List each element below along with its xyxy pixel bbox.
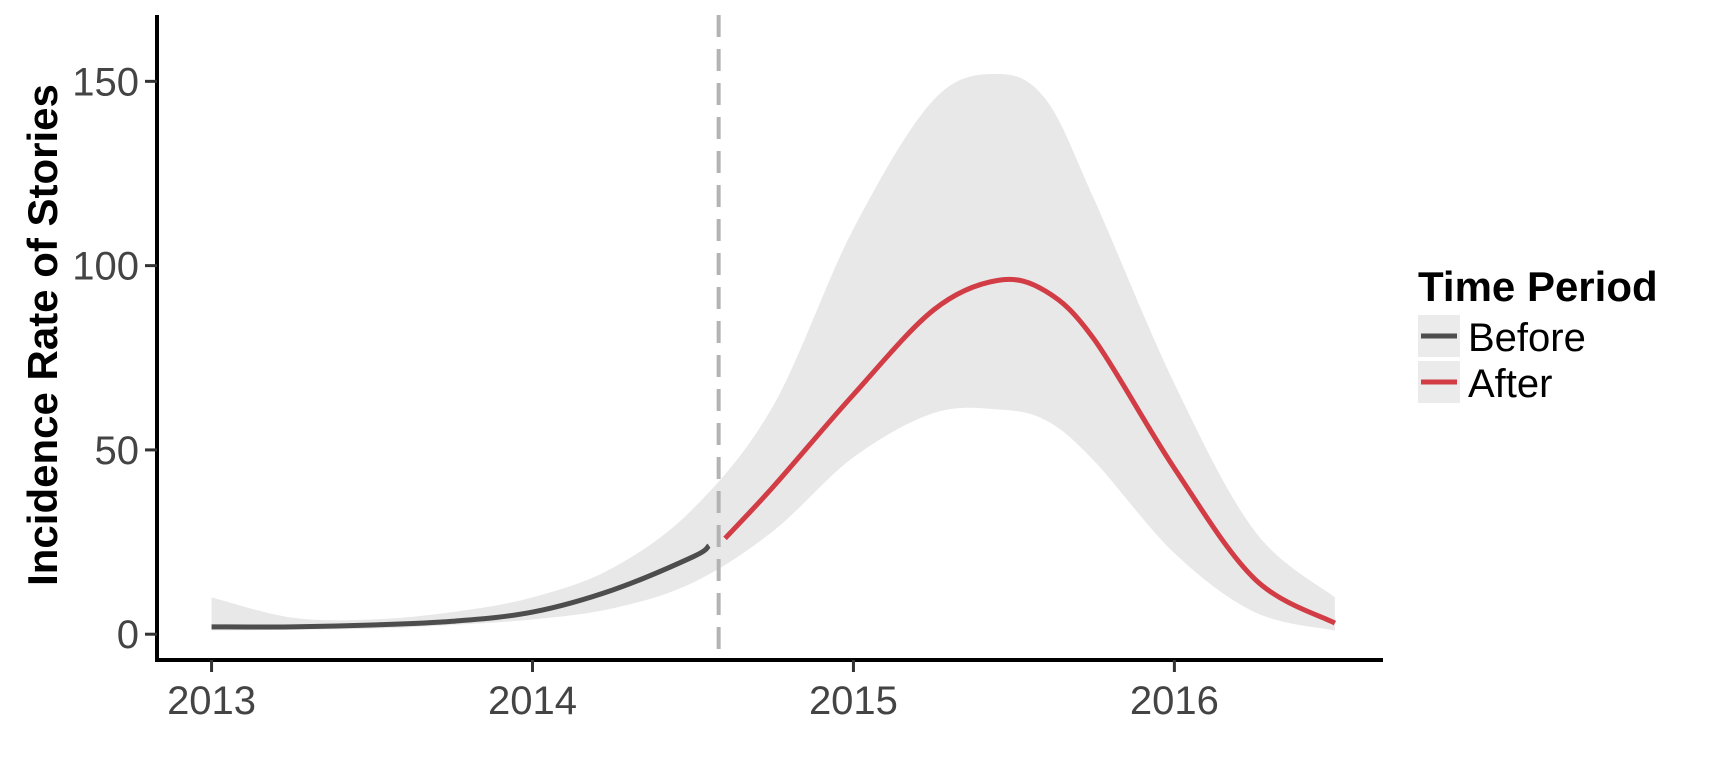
legend: Time Period Before After — [1418, 263, 1658, 406]
x-tick-label-2014: 2014 — [488, 679, 577, 723]
axes-layer — [155, 15, 1383, 662]
x-tick-label-2015: 2015 — [809, 679, 898, 723]
x-tick-label-2016: 2016 — [1130, 679, 1219, 723]
ticks-layer: 0 50 100 150 2013 2014 2015 2016 — [72, 60, 1219, 723]
y-tick-label-150: 150 — [72, 60, 139, 104]
series-line-after — [723, 276, 1337, 626]
y-tick-label-50: 50 — [95, 429, 140, 473]
x-tick-label-2013: 2013 — [167, 679, 256, 723]
y-axis-label: Incidence Rate of Stories — [19, 84, 66, 586]
legend-title: Time Period — [1418, 263, 1658, 310]
y-tick-label-100: 100 — [72, 245, 139, 289]
confidence-band-layer — [211, 73, 1335, 631]
legend-label-after: After — [1468, 362, 1552, 406]
y-tick-label-0: 0 — [117, 613, 139, 657]
confidence-band — [211, 73, 1335, 631]
series-layer — [211, 276, 1337, 630]
series-line-before — [211, 543, 711, 630]
legend-label-before: Before — [1468, 316, 1586, 360]
